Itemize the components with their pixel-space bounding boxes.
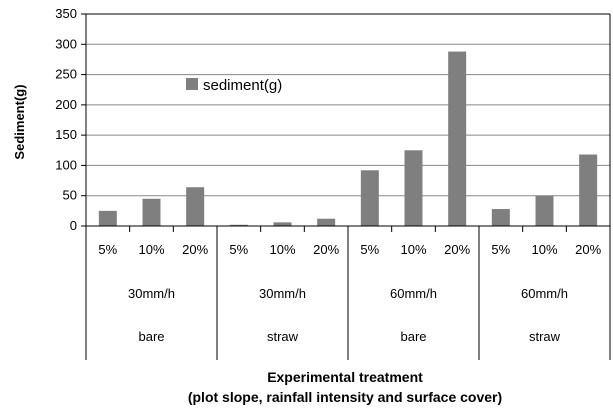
legend-label: sediment(g) bbox=[203, 77, 282, 94]
slope-label: 5% bbox=[491, 242, 510, 257]
x-axis-label-line2: (plot slope, rainfall intensity and surf… bbox=[188, 389, 502, 405]
bar bbox=[229, 224, 248, 226]
bar bbox=[273, 222, 292, 226]
cover-label: bare bbox=[400, 329, 426, 344]
x-category-labels: 5% 10% 20% 5% 10% 20% 5% 10% 20% 5% 10% 20% 30mm/h 30… bbox=[98, 242, 601, 344]
bar bbox=[98, 210, 117, 226]
y-tick-label: 350 bbox=[55, 6, 77, 21]
cover-label: straw bbox=[267, 329, 299, 344]
slope-label: 20% bbox=[182, 242, 208, 257]
slope-label: 10% bbox=[531, 242, 557, 257]
gridlines bbox=[86, 13, 610, 197]
slope-label: 20% bbox=[313, 242, 339, 257]
y-tick-label: 300 bbox=[55, 36, 77, 51]
x-axis-label-line1: Experimental treatment bbox=[267, 369, 423, 385]
legend: sediment(g) bbox=[186, 77, 282, 94]
slope-label: 10% bbox=[138, 242, 164, 257]
slope-label: 5% bbox=[229, 242, 248, 257]
y-tick-label: 100 bbox=[55, 157, 77, 172]
bar bbox=[317, 218, 336, 226]
slope-label: 20% bbox=[444, 242, 470, 257]
y-tick-label: 0 bbox=[70, 218, 77, 233]
bar bbox=[186, 187, 205, 226]
axes bbox=[81, 13, 611, 360]
y-tick-label: 200 bbox=[55, 97, 77, 112]
bar bbox=[535, 195, 554, 226]
slope-label: 10% bbox=[269, 242, 295, 257]
rainfall-label: 60mm/h bbox=[521, 286, 568, 301]
rainfall-label: 30mm/h bbox=[259, 286, 306, 301]
slope-label: 5% bbox=[360, 242, 379, 257]
bar bbox=[491, 209, 510, 226]
y-tick-label: 50 bbox=[63, 188, 77, 203]
bar bbox=[360, 170, 379, 226]
bar bbox=[448, 51, 467, 226]
rainfall-label: 60mm/h bbox=[390, 286, 437, 301]
cover-label: straw bbox=[529, 329, 561, 344]
bar bbox=[404, 150, 423, 226]
bar bbox=[579, 154, 598, 226]
slope-label: 20% bbox=[575, 242, 601, 257]
y-tick-label: 250 bbox=[55, 67, 77, 82]
y-axis-label: Sediment(g) bbox=[12, 84, 27, 159]
legend-swatch bbox=[186, 78, 198, 90]
bar bbox=[142, 198, 161, 226]
y-tick-label: 150 bbox=[55, 127, 77, 142]
bars bbox=[98, 51, 598, 226]
y-tick-labels: 0 50 100 150 200 250 300 350 bbox=[55, 6, 77, 233]
slope-label: 10% bbox=[400, 242, 426, 257]
cover-label: bare bbox=[138, 329, 164, 344]
rainfall-label: 30mm/h bbox=[128, 286, 175, 301]
slope-label: 5% bbox=[98, 242, 117, 257]
